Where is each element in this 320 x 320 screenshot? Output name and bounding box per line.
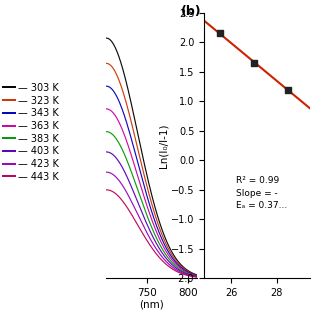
Point (285, 87, 290, 92)
Y-axis label: Ln(I₀/I-1): Ln(I₀/I-1) (158, 123, 168, 168)
Text: (b): (b) (181, 5, 202, 18)
Point (218, 31, 223, 36)
Text: R² = 0.99
Slope = -
Eₐ = 0.37...: R² = 0.99 Slope = - Eₐ = 0.37... (236, 176, 287, 211)
Legend: — 303 K, — 323 K, — 343 K, — 363 K, — 383 K, — 403 K, — 423 K, — 443 K: — 303 K, — 323 K, — 343 K, — 363 K, — 38… (3, 83, 59, 182)
Point (252, 60, 257, 66)
X-axis label: (nm): (nm) (139, 300, 164, 309)
